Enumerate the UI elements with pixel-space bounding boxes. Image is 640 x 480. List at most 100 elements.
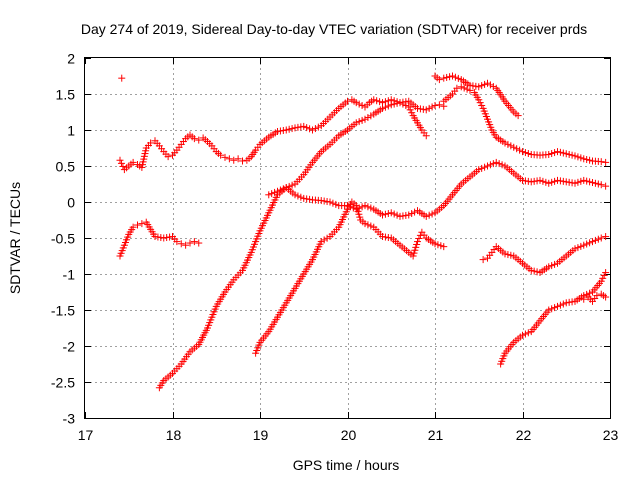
data-point-s6 (437, 242, 445, 250)
data-point-s5 (481, 163, 489, 171)
data-point-s5 (571, 179, 579, 187)
data-point-s3 (186, 239, 194, 247)
data-point-s8 (551, 304, 559, 312)
data-point-s4 (390, 100, 398, 108)
data-point-s1 (425, 104, 433, 112)
data-point-s5 (583, 177, 591, 185)
x-tick-label: 22 (516, 427, 532, 443)
data-point-s10 (478, 82, 486, 90)
data-point-s10 (451, 73, 459, 81)
data-point-s4 (399, 100, 407, 108)
y-axis-label: SDTVAR / TECUs (7, 182, 23, 294)
data-point-s5 (276, 186, 284, 194)
data-point-s7 (597, 234, 605, 242)
data-point-s7 (551, 260, 559, 268)
data-point-s2 (476, 99, 484, 107)
data-point-s5 (591, 179, 599, 187)
data-point-s8 (548, 305, 556, 313)
data-point-s6 (413, 240, 421, 248)
data-point-s2 (478, 102, 486, 110)
data-point-s1 (217, 151, 225, 159)
data-point-s8 (545, 306, 553, 314)
data-point-s2 (475, 96, 483, 104)
data-point-s9 (593, 292, 601, 300)
data-point-s6 (440, 243, 448, 251)
data-point-s5 (577, 177, 585, 185)
data-point-s4 (406, 106, 414, 114)
data-point-s4 (352, 119, 360, 127)
data-point-s4 (285, 182, 293, 190)
data-point-s10 (486, 81, 494, 89)
data-point-s5 (268, 190, 276, 198)
y-tick-label: -3 (63, 411, 76, 427)
y-tick-label: -1 (63, 267, 76, 283)
data-point-s5 (297, 193, 305, 201)
data-point-s3 (138, 220, 146, 228)
data-point-s8 (556, 301, 564, 309)
data-point-s5 (329, 199, 337, 207)
data-point-s5 (390, 210, 398, 218)
data-point-s5 (425, 211, 433, 219)
data-point-s5 (291, 191, 299, 199)
data-point-s5 (492, 158, 500, 166)
data-point-s5 (498, 161, 506, 169)
x-tick-label: 19 (253, 427, 269, 443)
plot-frame (84, 57, 611, 419)
y-tick-label: -1.5 (51, 303, 75, 319)
data-point-s4 (405, 103, 413, 111)
data-point-s1 (288, 125, 296, 133)
data-point-s4 (381, 103, 389, 111)
data-point-s5 (265, 191, 273, 199)
data-point-s1 (355, 100, 363, 108)
data-point-s1 (370, 96, 378, 104)
data-point-s8 (519, 331, 526, 339)
data-point-s7 (479, 256, 487, 264)
data-point-s10 (475, 83, 483, 91)
data-point-s1 (300, 122, 308, 130)
data-point-s2 (602, 158, 610, 166)
data-point-s10 (449, 72, 456, 80)
data-point-s2 (562, 150, 570, 158)
data-point-s5 (379, 211, 386, 219)
data-point-s1 (422, 106, 430, 114)
data-point-s5 (408, 210, 416, 218)
data-point-s1 (190, 135, 198, 143)
data-point-s5 (586, 178, 594, 186)
data-point-s1 (147, 139, 155, 147)
data-point-s4 (288, 181, 296, 189)
data-point-s7 (580, 241, 588, 249)
data-point-s6 (410, 249, 418, 257)
data-point-s2 (460, 84, 468, 92)
data-point-s4 (379, 104, 386, 112)
data-point-s5 (551, 177, 559, 185)
data-point-s2 (559, 149, 567, 157)
y-tick-label: 2 (67, 51, 75, 67)
x-axis-label: GPS time / hours (293, 457, 400, 473)
data-point-s1 (117, 159, 125, 167)
data-point-s1 (164, 153, 172, 161)
data-point-s2 (586, 156, 594, 164)
data-point-s1 (116, 156, 124, 164)
data-point-s5 (589, 179, 596, 187)
data-point-s10 (443, 73, 451, 81)
data-point-s5 (486, 161, 494, 169)
data-point-s1 (234, 155, 242, 163)
y-tick-label: -2.5 (51, 375, 75, 391)
data-point-s8 (524, 329, 532, 337)
data-point-s5 (542, 178, 550, 186)
data-point-s2 (501, 139, 509, 147)
data-point-s5 (428, 210, 436, 218)
data-point-s1 (221, 153, 229, 161)
data-point-s11 (118, 74, 126, 82)
data-point-s6 (361, 220, 369, 228)
data-point-s5 (484, 162, 491, 170)
data-point-s7 (591, 236, 599, 244)
grid-layer (85, 58, 610, 418)
x-tick-label: 21 (428, 427, 444, 443)
data-point-s2 (554, 148, 561, 156)
data-point-s4 (364, 114, 372, 122)
data-point-s1 (303, 124, 311, 132)
data-point-s3 (134, 221, 141, 229)
